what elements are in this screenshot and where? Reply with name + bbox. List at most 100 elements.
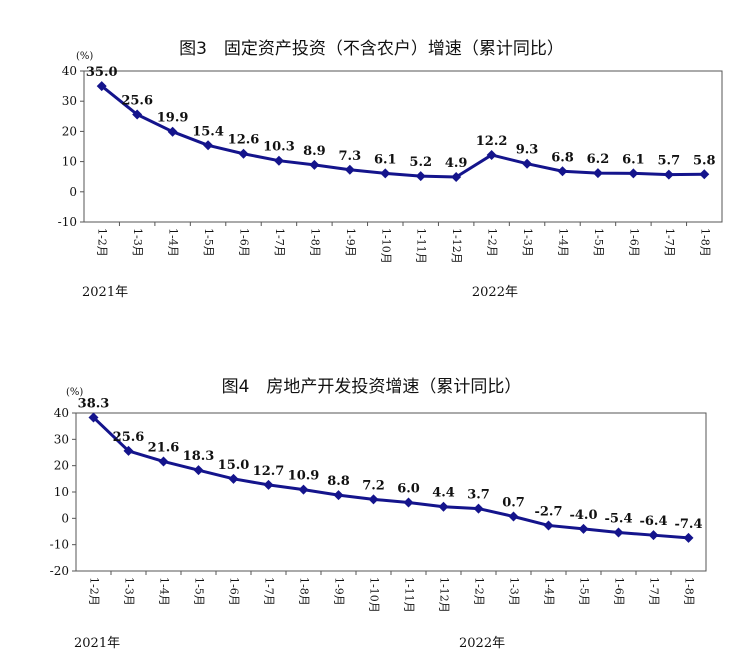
data-point [309, 159, 320, 170]
x-tick-label: 1-2月 [96, 228, 109, 257]
x-tick-label: 1-11月 [415, 228, 428, 264]
data-label: -7.4 [674, 517, 702, 532]
data-label: 25.6 [113, 430, 145, 445]
x-tick-label: 1-5月 [193, 577, 206, 606]
y-tick-label: 10 [54, 485, 69, 499]
chart-title: 图3 固定资产投资（不含农户）增速（累计同比） [179, 39, 564, 59]
series-line [100, 84, 705, 179]
data-label: -2.7 [534, 504, 562, 519]
data-label: 0.7 [502, 495, 525, 510]
x-tick-label: 1-3月 [131, 228, 144, 257]
data-label: 8.9 [303, 144, 326, 159]
data-point [473, 503, 484, 514]
data-point [613, 527, 624, 538]
data-point [333, 490, 344, 501]
data-point [263, 479, 274, 490]
data-point [228, 473, 239, 484]
data-point [88, 412, 99, 423]
y-tick-label: 0 [61, 511, 69, 525]
data-point [508, 511, 519, 522]
data-label: 5.2 [409, 155, 432, 170]
x-tick-label: 1-3月 [521, 228, 534, 257]
data-label: 10.9 [288, 469, 320, 484]
x-tick-label: 1-2月 [486, 228, 499, 257]
y-tick-label: 40 [54, 406, 69, 420]
data-label: 38.3 [78, 396, 110, 411]
year-label: 2021年 [74, 636, 120, 651]
y-tick-label: -10 [50, 538, 69, 552]
data-point [238, 148, 249, 159]
x-tick-label: 1-4月 [158, 577, 171, 606]
y-tick-label: 0 [69, 185, 77, 199]
year-label: 2021年 [82, 285, 128, 300]
data-label: 5.7 [658, 154, 681, 169]
data-point [451, 172, 462, 183]
data-point [592, 168, 603, 179]
data-point [543, 520, 554, 531]
data-point [203, 140, 214, 151]
x-tick-label: 1-7月 [273, 228, 286, 257]
x-tick-label: 1-6月 [228, 577, 241, 606]
x-tick-label: 1-6月 [238, 228, 251, 257]
x-tick-label: 1-2月 [473, 577, 486, 606]
x-tick-label: 1-4月 [557, 228, 570, 257]
x-tick-label: 1-3月 [123, 577, 136, 606]
y-tick-label: -20 [50, 564, 69, 578]
data-point [344, 164, 355, 175]
data-point [415, 171, 426, 182]
x-tick-label: 1-5月 [578, 577, 591, 606]
x-tick-label: 1-12月 [438, 577, 451, 613]
data-label: -6.4 [639, 514, 667, 529]
x-tick-label: 1-2月 [88, 577, 101, 606]
data-point [683, 532, 694, 543]
y-tick-label: 30 [54, 432, 69, 446]
data-label: 15.0 [218, 458, 250, 473]
x-tick-label: 1-11月 [403, 577, 416, 613]
data-label: 12.2 [476, 134, 508, 149]
x-tick-label: 1-8月 [698, 228, 711, 257]
year-label: 2022年 [472, 285, 518, 300]
plot-area-border [83, 70, 723, 223]
data-point [167, 126, 178, 137]
y-tick-label: 30 [62, 94, 77, 108]
data-label: 18.3 [183, 449, 215, 464]
data-label: 7.3 [339, 149, 362, 164]
x-tick-label: 1-10月 [379, 228, 392, 264]
data-point [628, 168, 639, 179]
data-label: 15.4 [192, 124, 224, 139]
data-label: 4.4 [432, 486, 455, 501]
data-point [557, 166, 568, 177]
x-tick-label: 1-6月 [627, 228, 640, 257]
x-tick-label: 1-9月 [333, 577, 346, 606]
data-label: 12.7 [253, 464, 285, 479]
data-label: 35.0 [86, 65, 118, 80]
x-tick-label: 1-10月 [368, 577, 381, 613]
x-tick-label: 1-7月 [648, 577, 661, 606]
x-tick-label: 1-4月 [543, 577, 556, 606]
figure-real-estate-investment: 图4 房地产开发投资增速（累计同比） -20 -10 0 10 20 30 40 (%) 1-2… [0, 360, 743, 668]
data-point [578, 523, 589, 534]
data-point [486, 149, 497, 160]
y-tick-label: 10 [62, 155, 77, 169]
data-point [699, 169, 710, 180]
data-label: 6.0 [397, 482, 420, 497]
data-label: 7.2 [362, 478, 385, 493]
data-label: 6.8 [551, 150, 574, 165]
data-label: 9.3 [516, 143, 539, 158]
year-label: 2022年 [459, 636, 505, 651]
y-unit-label: (%) [66, 387, 83, 398]
y-tick-label: 20 [54, 459, 69, 473]
x-tick-label: 1-8月 [298, 577, 311, 606]
x-tick-label: 1-12月 [450, 228, 463, 264]
x-tick-label: 1-5月 [202, 228, 215, 257]
x-tick-label: 1-9月 [344, 228, 357, 257]
data-label: 12.6 [228, 133, 260, 148]
y-tick-label: 40 [62, 64, 77, 78]
data-point [663, 169, 674, 180]
y-unit-label: (%) [76, 51, 93, 62]
plot-area-border [75, 412, 707, 572]
x-tick-label: 1-8月 [683, 577, 696, 606]
data-label: 8.8 [327, 474, 350, 489]
data-point [132, 109, 143, 120]
data-label: 6.1 [374, 152, 397, 167]
